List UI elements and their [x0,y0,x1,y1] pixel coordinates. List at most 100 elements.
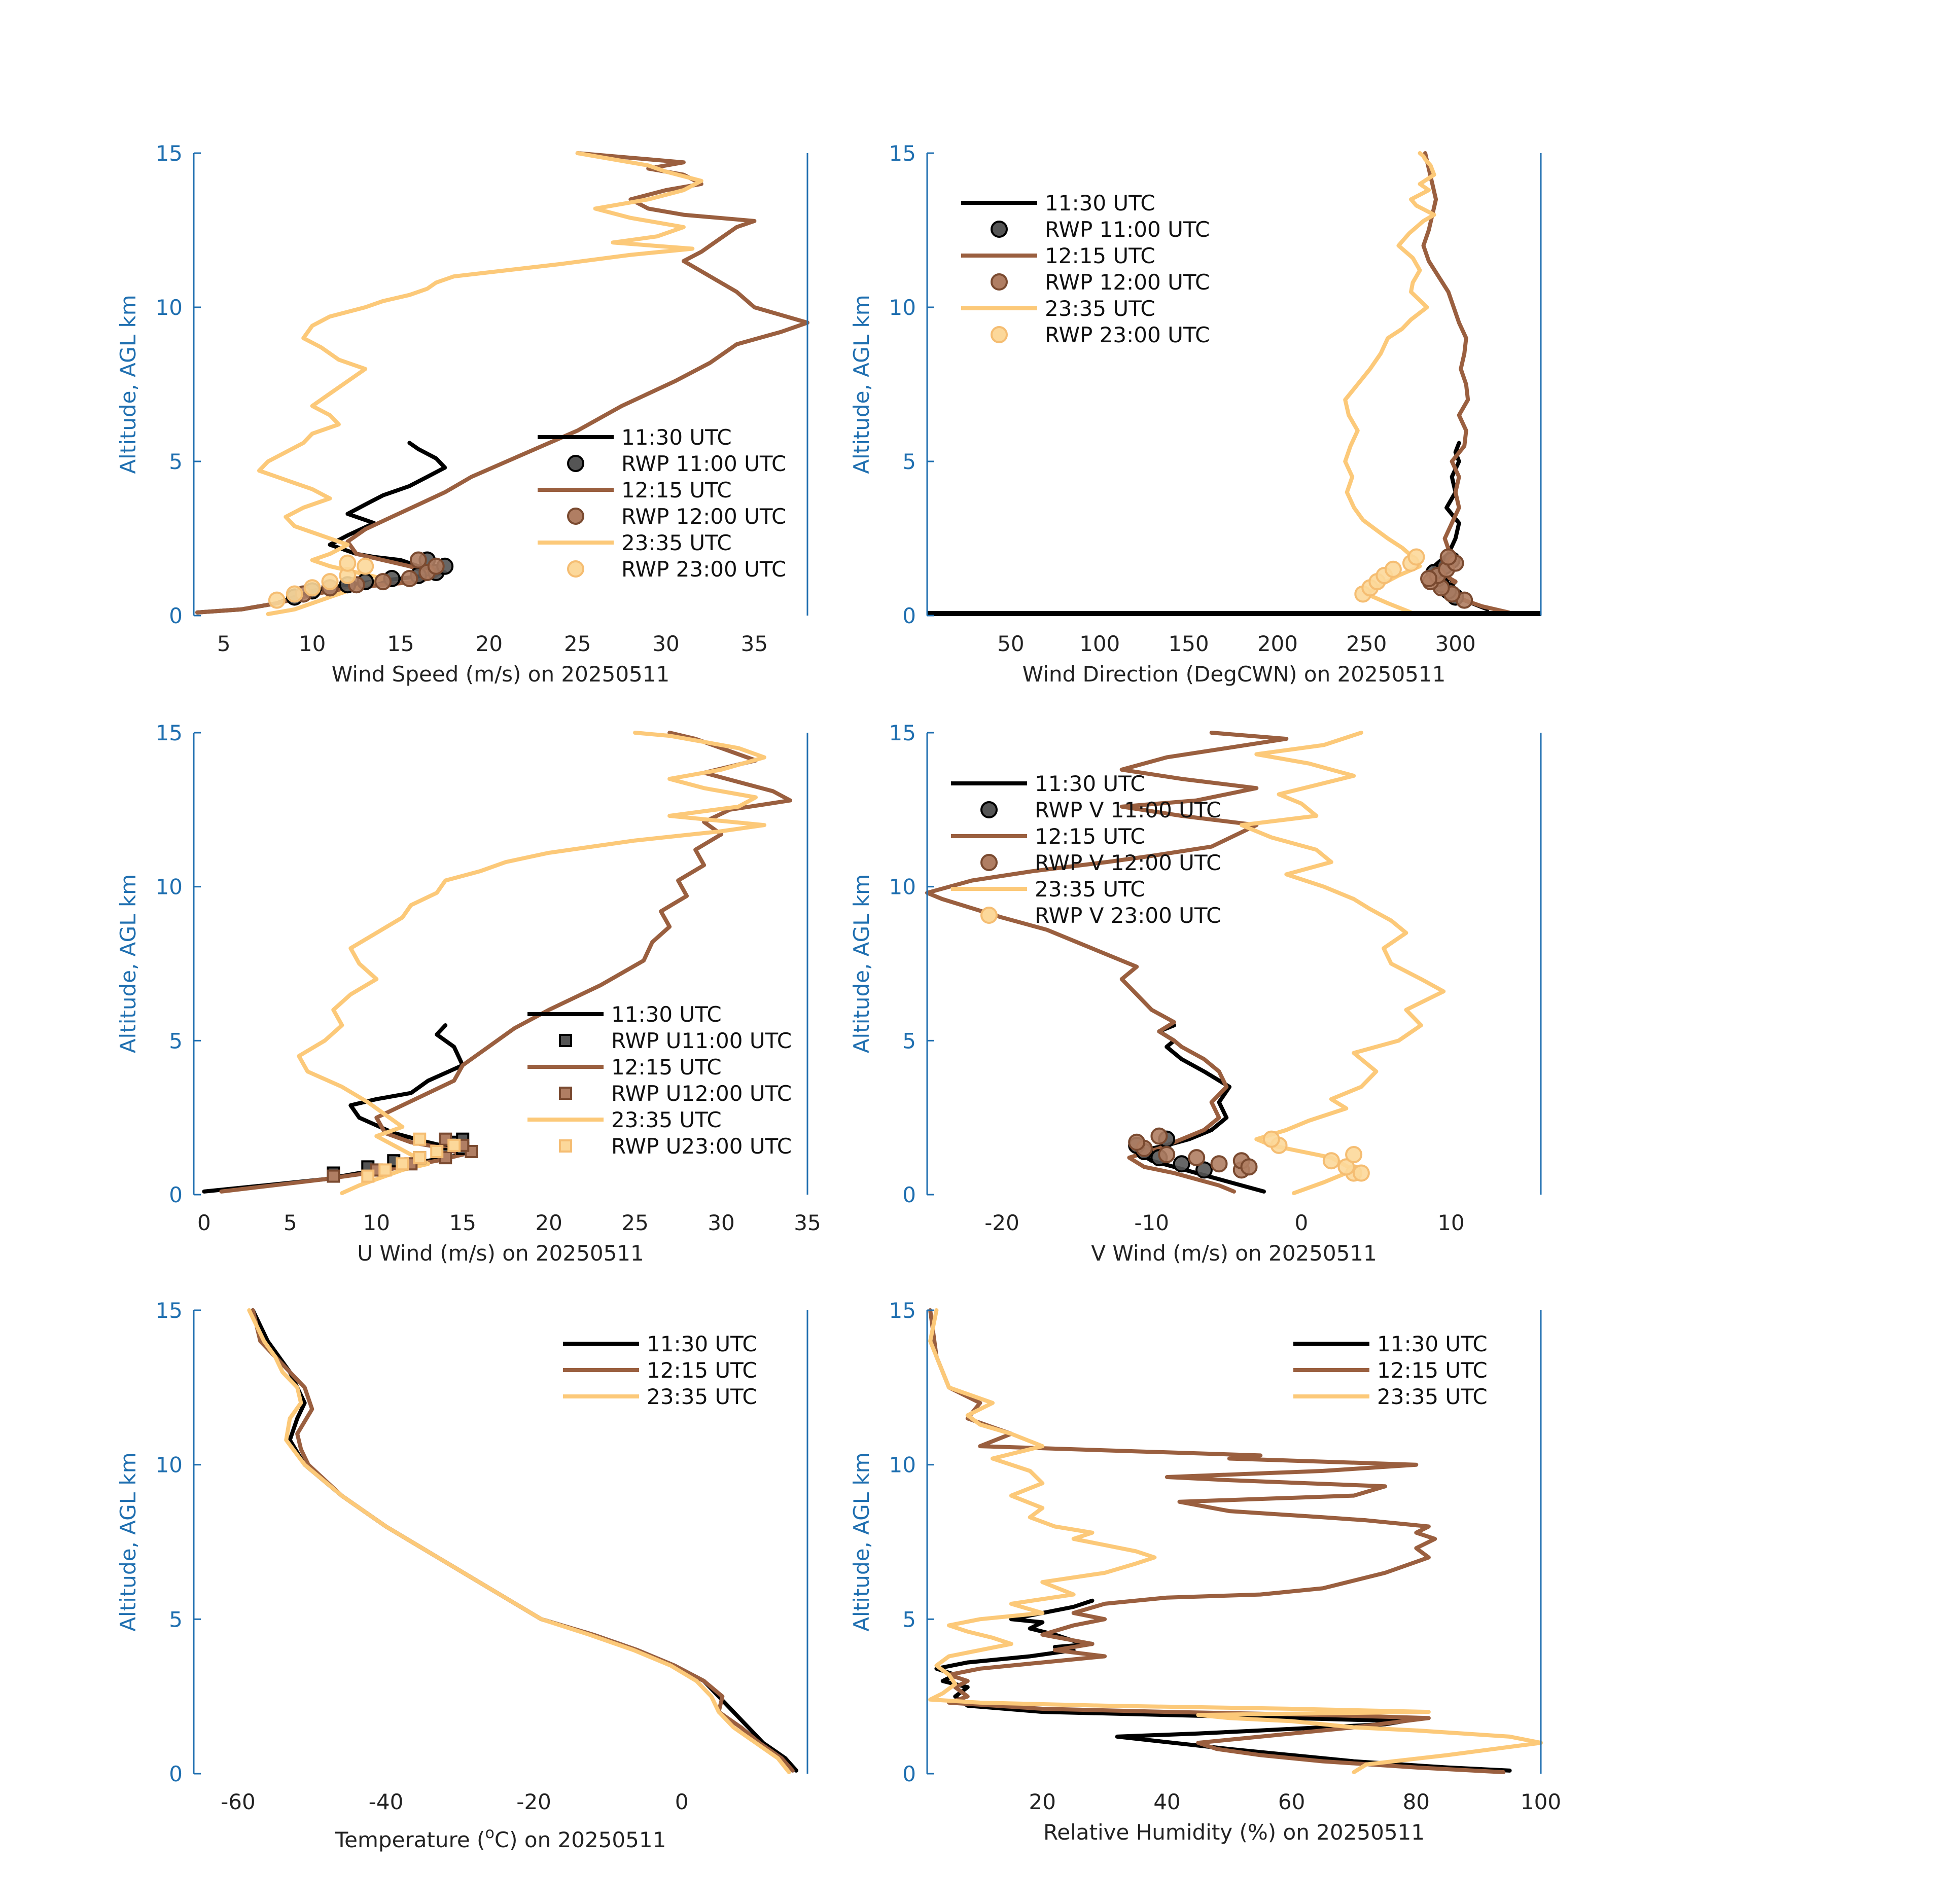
legend-label: 11:30 UTC [621,425,732,450]
rwp-marker-2300 [1337,1158,1355,1176]
rwp-marker-1200 [374,573,392,591]
rwp-marker-1100 [1173,1155,1190,1173]
x-tick-label: 50 [997,631,1024,656]
legend-marker-1200 [567,508,584,525]
y-tick-label: 0 [169,1762,183,1786]
series-line-2335 [247,1308,791,1774]
y-tick-label: 15 [156,141,183,166]
x-tick-label: 0 [1294,1210,1308,1235]
rwp-marker-2300 [1345,1146,1363,1164]
series-line-2335 [1343,151,1436,615]
y-axis-label: Altitude, AGL km [116,295,140,474]
x-tick-label: -40 [369,1789,404,1814]
y-tick-label: 0 [902,603,916,628]
x-tick-label: 10 [1437,1210,1464,1235]
x-tick-label: 150 [1168,631,1209,656]
x-tick-label: 100 [1521,1789,1561,1814]
x-tick-label: 100 [1079,631,1120,656]
x-tick-label: 10 [363,1210,390,1235]
rwp-marker-1200 [1240,1158,1258,1176]
legend-label: 12:15 UTC [611,1055,722,1080]
series-line-2335 [297,731,766,1195]
legend-label: RWP U11:00 UTC [611,1028,792,1053]
y-tick-label: 5 [169,1607,183,1632]
chart-panel-4: 0 5 10 15 -20 -10 0 10 Altitude, AGL km V Wind (m… [849,721,1542,1266]
rwp-marker-2300 [286,585,303,603]
x-tick-label: -20 [984,1210,1019,1235]
x-tick-label: 15 [449,1210,476,1235]
legend-label: 12:15 UTC [647,1358,757,1383]
rwp-marker-1200 [409,551,427,569]
x-axis-label: Temperature (oC) on 20250511 [335,1824,666,1852]
x-axis-label: U Wind (m/s) on 20250511 [357,1241,644,1266]
legend-marker-1100 [559,1034,572,1047]
x-tick-label: 200 [1257,631,1298,656]
rwp-marker-1200 [1439,548,1457,566]
y-tick-label: 5 [169,449,183,474]
x-tick-label: 300 [1435,631,1476,656]
legend-label: RWP 23:00 UTC [1045,322,1210,347]
y-tick-label: 0 [169,1182,183,1207]
legend-label: 12:15 UTC [1035,824,1145,849]
x-tick-label: 0 [197,1210,211,1235]
rwp-marker-2300 [268,591,286,609]
legend-label: 12:15 UTC [1377,1358,1488,1383]
legend-marker-2300 [980,907,998,924]
series-line-1215 [925,731,1289,1194]
legend-label: RWP 23:00 UTC [621,557,786,582]
rwp-marker-1200 [1158,1146,1176,1164]
y-tick-label: 5 [902,1028,916,1053]
y-axis-label: Altitude, AGL km [116,1452,140,1631]
legend-label: RWP U12:00 UTC [611,1081,792,1106]
y-tick-label: 0 [902,1182,916,1207]
y-tick-label: 10 [889,295,916,320]
legend-marker-1100 [567,455,584,472]
y-tick-label: 5 [902,1607,916,1632]
legend-label: RWP V 23:00 UTC [1035,903,1221,928]
legend-label: RWP U23:00 UTC [611,1134,792,1159]
y-tick-label: 0 [169,603,183,628]
chart-panel-1: 0 5 10 15 5 10 15 20 25 30 35 Altitude, AGL km Wind … [116,141,809,687]
y-tick-label: 10 [156,875,183,900]
series-line-1130 [934,1598,1512,1773]
x-tick-label: 20 [476,631,503,656]
chart-panel-2: 0 5 10 15 50 100 150 200 250 300 Altitude, AGL km W… [849,141,1542,687]
x-tick-label: 25 [564,631,591,656]
legend-label: RWP 12:00 UTC [1045,270,1210,295]
x-axis-label: Wind Speed (m/s) on 20250511 [332,662,669,687]
legend-label: 23:35 UTC [621,530,732,555]
x-tick-label: 20 [1029,1789,1056,1814]
x-tick-label: 35 [794,1210,821,1235]
x-axis-label: Relative Humidity (%) on 20250511 [1043,1820,1425,1845]
legend-label: 11:30 UTC [1035,771,1145,796]
rwp-marker-2300 [357,557,374,575]
x-tick-label: -10 [1134,1210,1169,1235]
legend-label: 12:15 UTC [1045,243,1155,268]
series-line-1130 [195,441,447,615]
y-tick-label: 10 [889,875,916,900]
y-tick-label: 15 [889,1298,916,1323]
series-line-1215 [1421,151,1511,615]
legend-label: 23:35 UTC [611,1107,722,1132]
legend-label: RWP V 11:00 UTC [1035,798,1221,822]
series-line-1215 [928,1308,1506,1774]
y-tick-label: 15 [889,721,916,745]
x-tick-label: 60 [1278,1789,1305,1814]
x-tick-label: 5 [284,1210,297,1235]
x-tick-label: -60 [221,1789,256,1814]
y-tick-label: 15 [889,141,916,166]
y-tick-label: 15 [156,1298,183,1323]
legend-marker-1100 [980,801,998,818]
rwp-marker-1200 [1210,1155,1228,1173]
legend-label: 23:35 UTC [1035,877,1145,902]
y-axis-label: Altitude, AGL km [849,874,874,1053]
rwp-marker-2300 [413,1132,427,1146]
rwp-marker-2300 [1384,560,1402,578]
x-axis-label: Wind Direction (DegCWN) on 20250511 [1022,662,1446,687]
